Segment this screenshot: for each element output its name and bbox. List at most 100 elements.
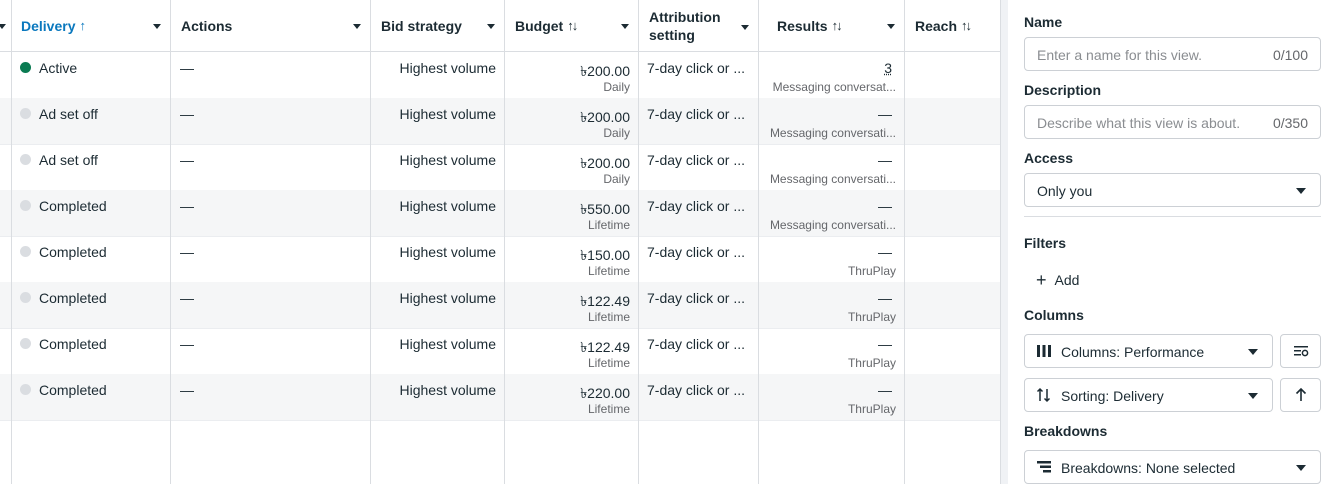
actions-value: — xyxy=(180,244,194,260)
sort-icon: ↑↓ xyxy=(961,18,972,33)
header-delivery[interactable]: Delivery ↑ xyxy=(21,0,171,51)
header-actions[interactable]: Actions xyxy=(181,0,370,51)
bid-strategy-value: Highest volume xyxy=(399,198,497,214)
actions-value: — xyxy=(180,106,194,122)
results-type: Messaging conversati... xyxy=(769,126,896,140)
table-row[interactable]: Completed — Highest volume ৳122.49 Lifetime 7… xyxy=(0,328,1000,375)
chevron-down-icon[interactable] xyxy=(487,24,495,29)
panel-resize-handle[interactable] xyxy=(1000,0,1008,484)
sort-direction-button[interactable] xyxy=(1280,378,1321,412)
delivery-status: Ad set off xyxy=(39,106,98,122)
table-row[interactable]: Ad set off — Highest volume ৳200.00 Daily 7-d… xyxy=(0,144,1000,191)
chevron-down-icon xyxy=(1296,465,1306,471)
bid-strategy-value: Highest volume xyxy=(399,336,497,352)
actions-value: — xyxy=(180,198,194,214)
attribution-value[interactable]: 7-day click or ... xyxy=(647,244,746,260)
status-dot-icon xyxy=(20,246,31,257)
delivery-status: Completed xyxy=(39,198,107,214)
table-row[interactable]: Completed — Highest volume ৳122.49 Lifetime 7… xyxy=(0,282,1000,329)
header-attribution-setting[interactable]: Attribution setting xyxy=(649,0,759,51)
filters-label: Filters xyxy=(1024,235,1067,251)
results-value[interactable]: 3 xyxy=(884,60,892,76)
breakdowns-select[interactable]: Breakdowns: None selected xyxy=(1024,450,1321,484)
add-filter-button[interactable]: + Add xyxy=(1036,269,1079,291)
attribution-value[interactable]: 7-day click or ... xyxy=(647,106,746,122)
results-type: ThruPlay xyxy=(847,402,896,416)
bid-strategy-value: Highest volume xyxy=(399,382,497,398)
attribution-value[interactable]: 7-day click or ... xyxy=(647,198,746,214)
description-input[interactable]: Describe what this view is about. 0/350 xyxy=(1024,105,1321,139)
table-row[interactable]: Completed — Highest volume ৳550.00 Lifetime 7… xyxy=(0,190,1000,237)
budget-type: Daily xyxy=(603,172,630,186)
attribution-value[interactable]: 7-day click or ... xyxy=(647,382,746,398)
access-select[interactable]: Only you xyxy=(1024,173,1321,207)
table-row[interactable]: Active — Highest volume ৳200.00 Daily 7-day c… xyxy=(0,52,1000,99)
header-bid-strategy[interactable]: Bid strategy xyxy=(381,0,505,51)
divider xyxy=(1024,216,1321,217)
budget-type: Lifetime xyxy=(587,402,630,416)
budget-type: Daily xyxy=(603,126,630,140)
name-input[interactable]: Enter a name for this view. 0/100 xyxy=(1024,37,1321,71)
chevron-down-icon[interactable] xyxy=(0,24,6,29)
chevron-down-icon xyxy=(1248,349,1258,355)
results-type: ThruPlay xyxy=(847,310,896,324)
column-divider[interactable] xyxy=(370,0,371,484)
bid-strategy-value: Highest volume xyxy=(399,244,497,260)
column-divider[interactable] xyxy=(904,0,905,484)
budget-value: ৳200.00 xyxy=(580,109,630,125)
attribution-value[interactable]: 7-day click or ... xyxy=(647,336,746,352)
ads-table: Active — Highest volume ৳200.00 Daily 7-day c… xyxy=(0,0,1000,484)
column-divider[interactable] xyxy=(11,0,12,484)
header-results-label: Results xyxy=(777,17,828,34)
results-value: — xyxy=(878,336,892,352)
attribution-value[interactable]: 7-day click or ... xyxy=(647,152,746,168)
table-row[interactable]: Completed — Highest volume ৳220.00 Lifetime 7… xyxy=(0,374,1000,421)
header-attribution-line1: Attribution xyxy=(649,8,721,25)
sorting-select[interactable]: Sorting: Delivery xyxy=(1024,378,1273,412)
table-row[interactable]: Ad set off — Highest volume ৳200.00 Daily 7-d… xyxy=(0,98,1000,145)
status-dot-icon xyxy=(20,292,31,303)
budget-value: ৳122.49 xyxy=(580,293,630,309)
chevron-down-icon[interactable] xyxy=(153,24,161,29)
breakdowns-icon xyxy=(1037,461,1051,473)
columns-select[interactable]: Columns: Performance xyxy=(1024,334,1273,368)
column-divider[interactable] xyxy=(170,0,171,484)
name-placeholder: Enter a name for this view. xyxy=(1037,47,1202,63)
budget-type: Lifetime xyxy=(587,264,630,278)
breakdowns-value: Breakdowns: None selected xyxy=(1061,460,1236,476)
status-dot-icon xyxy=(20,108,31,119)
attribution-value[interactable]: 7-day click or ... xyxy=(647,290,746,306)
chevron-down-icon xyxy=(1296,188,1306,194)
name-label: Name xyxy=(1024,14,1063,30)
header-results[interactable]: Results ↑↓ xyxy=(777,0,904,51)
delivery-status: Ad set off xyxy=(39,152,98,168)
header-prev-column[interactable] xyxy=(0,0,12,51)
header-delivery-label: Delivery xyxy=(21,17,76,34)
columns-label: Columns xyxy=(1024,307,1084,323)
status-dot-icon xyxy=(20,384,31,395)
delivery-status: Completed xyxy=(39,336,107,352)
header-reach[interactable]: Reach ↑↓ xyxy=(915,0,1000,51)
results-type: ThruPlay xyxy=(847,264,896,278)
status-dot-icon xyxy=(20,200,31,211)
add-filter-label: Add xyxy=(1054,272,1080,288)
results-value: — xyxy=(878,290,892,306)
budget-value: ৳220.00 xyxy=(580,385,630,401)
results-value: — xyxy=(878,382,892,398)
attribution-value[interactable]: 7-day click or ... xyxy=(647,60,746,76)
chevron-down-icon[interactable] xyxy=(621,24,629,29)
status-dot-icon xyxy=(20,62,31,73)
chevron-down-icon[interactable] xyxy=(741,25,749,30)
bid-strategy-value: Highest volume xyxy=(399,290,497,306)
header-budget[interactable]: Budget ↑↓ xyxy=(515,0,638,51)
table-header: Delivery ↑ Actions Bid strategy Budget ↑… xyxy=(0,0,1000,52)
customize-columns-button[interactable] xyxy=(1280,334,1321,368)
budget-value: ৳150.00 xyxy=(580,247,630,263)
table-row[interactable]: Completed — Highest volume ৳150.00 Lifetime 7… xyxy=(0,236,1000,283)
column-divider[interactable] xyxy=(638,0,639,484)
actions-value: — xyxy=(180,336,194,352)
column-divider[interactable] xyxy=(758,0,759,484)
chevron-down-icon[interactable] xyxy=(887,24,895,29)
column-divider[interactable] xyxy=(504,0,505,484)
chevron-down-icon[interactable] xyxy=(353,24,361,29)
